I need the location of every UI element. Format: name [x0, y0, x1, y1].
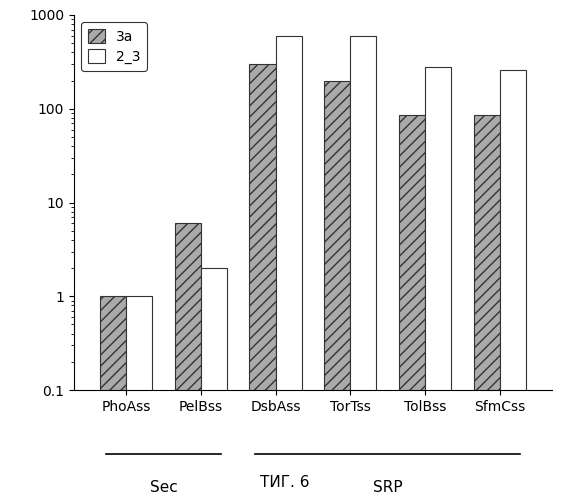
- Bar: [399, 116, 425, 500]
- Bar: [500, 70, 526, 500]
- Bar: [100, 296, 126, 500]
- Bar: [201, 268, 227, 500]
- Bar: [126, 296, 152, 500]
- Text: Sec: Sec: [150, 480, 178, 495]
- Bar: [324, 80, 351, 500]
- Bar: [351, 36, 377, 500]
- Text: ΤИГ. 6: ΤИГ. 6: [260, 475, 309, 490]
- Bar: [275, 36, 302, 500]
- Bar: [249, 64, 275, 500]
- Legend: 3a, 2_3: 3a, 2_3: [81, 22, 147, 71]
- Bar: [473, 116, 500, 500]
- Text: SRP: SRP: [373, 480, 402, 495]
- Bar: [175, 224, 201, 500]
- Bar: [425, 67, 451, 500]
